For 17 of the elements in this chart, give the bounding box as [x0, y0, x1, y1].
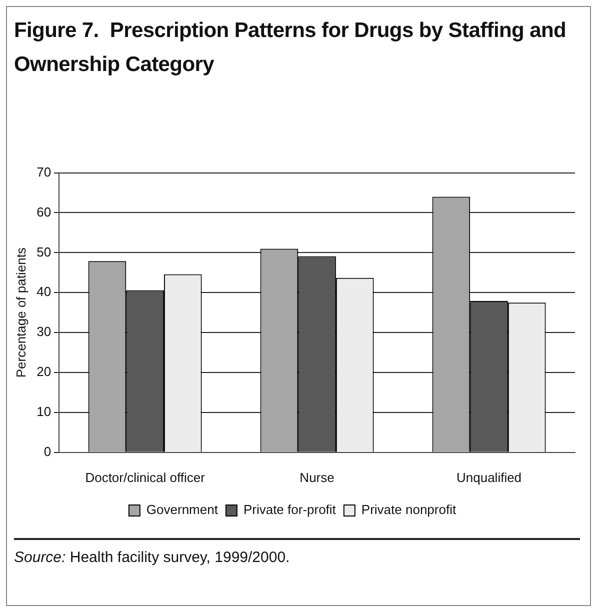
y-tick-label: 40 — [36, 284, 52, 300]
y-tick-label: 60 — [36, 204, 52, 220]
y-tick-label: 50 — [36, 244, 52, 260]
legend-label: Private nonprofit — [361, 502, 456, 518]
legend-label: Government — [146, 502, 218, 518]
y-tick-label: 70 — [36, 164, 52, 180]
y-tick-label: 0 — [44, 444, 52, 459]
y-tick-label: 20 — [36, 364, 52, 380]
x-tick-label: Nurse — [300, 470, 334, 485]
legend-label: Private for-profit — [243, 502, 336, 518]
x-tick-label: Doctor/clinical officer — [85, 470, 206, 485]
y-tick-label: 30 — [36, 324, 52, 340]
y-tick-label: 10 — [36, 404, 52, 420]
y-axis-title: Percentage of patients — [13, 247, 28, 378]
source-note: Source: Health facility survey, 1999/2000. — [14, 549, 290, 566]
chart-title: Figure 7. Prescription Patterns for Drugs by Staffing and Ownership Category — [14, 18, 568, 78]
x-tick-label: Unqualified — [456, 470, 522, 485]
